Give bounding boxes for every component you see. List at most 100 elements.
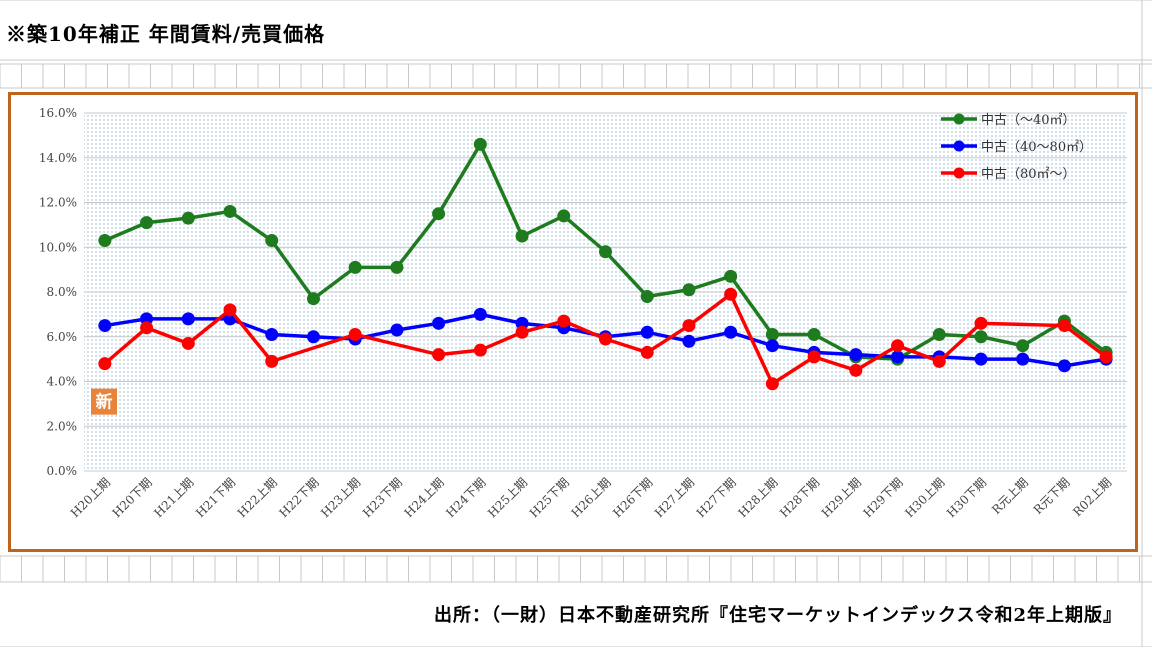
- data-point: [891, 350, 905, 364]
- y-tick-label: 2.0%: [47, 419, 78, 433]
- data-point: [682, 319, 696, 333]
- x-tick-label: H20下期: [110, 475, 155, 520]
- data-point: [1016, 352, 1030, 366]
- x-tick-label: H29下期: [861, 475, 906, 520]
- data-point: [557, 314, 571, 328]
- x-tick-label: H21下期: [193, 475, 238, 520]
- x-tick-label: H25下期: [527, 475, 572, 520]
- x-tick-label: H23下期: [360, 475, 405, 520]
- data-point: [140, 321, 154, 335]
- data-point: [807, 328, 821, 342]
- data-point: [765, 377, 779, 391]
- data-point: [557, 209, 571, 223]
- legend-label: 中古（40～80㎡）: [981, 140, 1092, 155]
- y-tick-label: 16.0%: [39, 106, 77, 120]
- data-point: [432, 348, 446, 362]
- data-point: [849, 348, 863, 362]
- x-tick-label: R元下期: [1031, 475, 1073, 517]
- data-point: [223, 303, 237, 317]
- data-point: [181, 211, 195, 225]
- data-point: [765, 328, 779, 342]
- x-tick-label: H23上期: [318, 475, 363, 520]
- data-point: [265, 234, 279, 248]
- data-point: [932, 354, 946, 368]
- y-tick-label: 10.0%: [39, 240, 77, 254]
- data-point: [306, 330, 320, 344]
- data-point: [724, 287, 738, 301]
- data-point: [181, 312, 195, 326]
- y-tick-label: 6.0%: [47, 330, 78, 344]
- data-point: [849, 363, 863, 377]
- data-point: [265, 328, 279, 342]
- data-point: [640, 345, 654, 359]
- data-point: [473, 343, 487, 357]
- data-point: [98, 319, 112, 333]
- chart-frame: 0.0% 2.0% 4.0% 6.0% 8.0% 10.0% 12.0% 14.0% 16.0%…: [8, 92, 1138, 552]
- data-point: [1057, 359, 1071, 373]
- data-point: [306, 292, 320, 306]
- data-point: [974, 352, 988, 366]
- x-tick-label: H28上期: [735, 475, 780, 520]
- legend-label: 中古（80㎡～）: [981, 167, 1076, 182]
- x-tick-label: H25上期: [485, 475, 530, 520]
- data-point: [473, 307, 487, 321]
- line-chart: 0.0% 2.0% 4.0% 6.0% 8.0% 10.0% 12.0% 14.0% 16.0%…: [39, 106, 1127, 520]
- x-tick-label: H26下期: [610, 475, 655, 520]
- x-tick-label: H24上期: [402, 475, 447, 520]
- x-tick-label: H26上期: [569, 475, 614, 520]
- y-tick-label: 8.0%: [47, 285, 78, 299]
- data-point: [724, 325, 738, 339]
- data-point: [599, 332, 612, 346]
- data-point: [98, 357, 112, 371]
- y-tick-label: 12.0%: [39, 196, 77, 210]
- data-point: [640, 289, 654, 303]
- data-point: [98, 234, 112, 248]
- data-point: [682, 283, 696, 297]
- data-point: [432, 207, 446, 221]
- data-point: [140, 216, 154, 230]
- page-title: ※築10年補正 年間賃料/売買価格: [6, 22, 326, 46]
- data-point: [473, 137, 487, 151]
- data-point: [974, 316, 988, 330]
- source-citation: 出所：（一財）日本不動産研究所『住宅マーケットインデックス令和2年上期版』: [434, 605, 1122, 626]
- data-point: [432, 316, 446, 330]
- new-badge-label: 新: [96, 392, 113, 413]
- x-tick-label: R02上期: [1070, 475, 1114, 519]
- x-tick-label: H28下期: [777, 475, 822, 520]
- legend-marker: [953, 167, 965, 179]
- data-point: [348, 260, 362, 274]
- data-point: [390, 260, 404, 274]
- data-point: [682, 334, 696, 348]
- data-point: [390, 323, 404, 337]
- x-tick-label: H29上期: [819, 475, 864, 520]
- x-tick-label: H27上期: [652, 475, 697, 520]
- data-point: [932, 328, 946, 342]
- data-point: [223, 204, 237, 218]
- legend-marker: [953, 113, 965, 125]
- data-point: [807, 350, 821, 364]
- x-tick-label: R元上期: [989, 475, 1031, 517]
- series-line: [103, 292, 1108, 386]
- x-tick-label: H24下期: [443, 475, 488, 520]
- data-point: [1099, 350, 1113, 364]
- data-point: [724, 269, 738, 283]
- x-tick-label: H22下期: [277, 475, 322, 520]
- data-point: [181, 336, 195, 350]
- data-point: [640, 325, 654, 339]
- data-point: [891, 339, 905, 353]
- data-point: [140, 312, 154, 326]
- data-point: [348, 328, 362, 342]
- x-tick-label: H30上期: [902, 475, 947, 520]
- data-point: [1016, 339, 1030, 353]
- legend-marker: [953, 140, 965, 152]
- data-point: [974, 330, 988, 344]
- legend-label: 中古（～40㎡）: [981, 113, 1076, 128]
- new-badge: [91, 388, 117, 415]
- data-point: [515, 316, 529, 330]
- data-point: [515, 229, 529, 243]
- y-tick-label: 4.0%: [47, 375, 78, 389]
- x-tick-label: H30下期: [944, 475, 989, 520]
- data-point: [765, 339, 779, 353]
- data-point: [265, 354, 279, 368]
